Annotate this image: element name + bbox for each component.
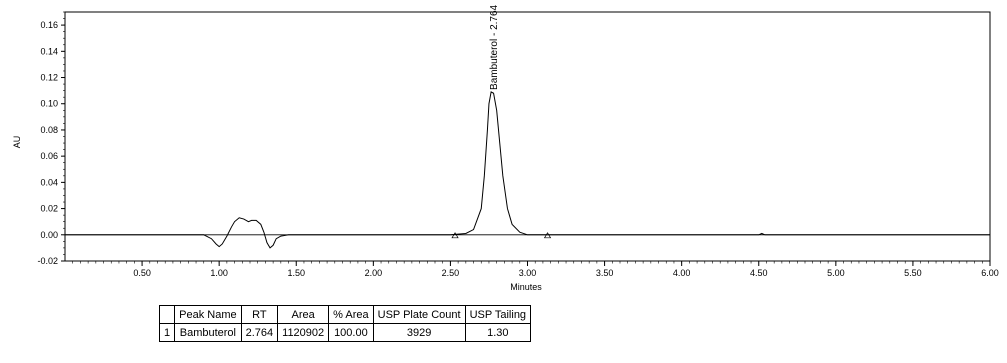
x-tick-label: 3.50 <box>596 268 614 278</box>
table-header-cell: RT <box>240 305 279 324</box>
table-header-cell <box>158 305 176 324</box>
x-tick-label: 0.50 <box>133 268 151 278</box>
table-cell: 2.764 <box>240 323 279 342</box>
table-cell: 3929 <box>372 323 466 342</box>
x-tick-label: 6.00 <box>981 268 999 278</box>
table-header-row: Peak Name RT Area % Area USP Plate Count… <box>158 305 532 324</box>
x-axis-ticks: 0.50 1.00 1.50 2.00 2.50 3.00 3.50 4.00 4.50 5.00… <box>72 261 999 278</box>
y-tick-label: 0.14 <box>40 46 58 56</box>
table-header-cell: USP Tailing <box>464 305 532 324</box>
y-tick-label: 0.00 <box>40 230 58 240</box>
table-header-cell: Area <box>277 305 330 324</box>
table-cell: 1 <box>158 323 176 342</box>
y-tick-label: 0.12 <box>40 73 58 83</box>
x-tick-label: 2.50 <box>442 268 460 278</box>
table-header-cell: USP Plate Count <box>372 305 466 324</box>
y-axis-title: AU <box>12 136 22 149</box>
peak-label: Bambuterol - 2.764 <box>489 4 500 89</box>
table-header-cell: Peak Name <box>174 305 242 324</box>
y-tick-label: 0.02 <box>40 204 58 214</box>
y-tick-label: 0.06 <box>40 151 58 161</box>
x-tick-label: 1.00 <box>210 268 228 278</box>
y-axis-ticks: -0.02 0.00 0.02 0.04 0.06 0.08 0.10 0.12 0.14 0.1… <box>37 11 65 266</box>
y-tick-label: -0.02 <box>37 256 58 266</box>
table-cell: 100.00 <box>328 323 374 342</box>
table-cell: 1.30 <box>464 323 532 342</box>
x-tick-label: 5.50 <box>904 268 922 278</box>
chromatogram-line <box>65 91 990 249</box>
baseline-marker <box>543 232 552 239</box>
x-tick-label: 2.00 <box>365 268 383 278</box>
x-tick-label: 4.50 <box>750 268 768 278</box>
chromatogram-chart: -0.02 0.00 0.02 0.04 0.06 0.08 0.10 0.12 0.14 0.1… <box>12 4 999 292</box>
x-tick-label: 1.50 <box>287 268 305 278</box>
table-row: 1 Bambuterol 2.764 1120902 100.00 3929 1… <box>158 323 532 342</box>
x-tick-label: 5.00 <box>827 268 845 278</box>
table-cell: 1120902 <box>277 323 330 342</box>
peak-results-table: Peak Name RT Area % Area USP Plate Count… <box>158 305 532 342</box>
plot-frame <box>64 11 991 262</box>
y-tick-label: 0.10 <box>40 99 58 109</box>
table-header-cell: % Area <box>328 305 374 324</box>
baseline-marker <box>451 232 459 239</box>
y-tick-label: 0.04 <box>40 177 58 187</box>
x-tick-label: 4.00 <box>673 268 691 278</box>
y-tick-label: 0.16 <box>40 20 58 30</box>
y-tick-label: 0.08 <box>40 125 58 135</box>
x-tick-label: 3.00 <box>519 268 537 278</box>
table-cell: Bambuterol <box>174 323 242 342</box>
baseline-markers <box>451 232 552 239</box>
x-axis-title: Minutes <box>510 282 542 292</box>
